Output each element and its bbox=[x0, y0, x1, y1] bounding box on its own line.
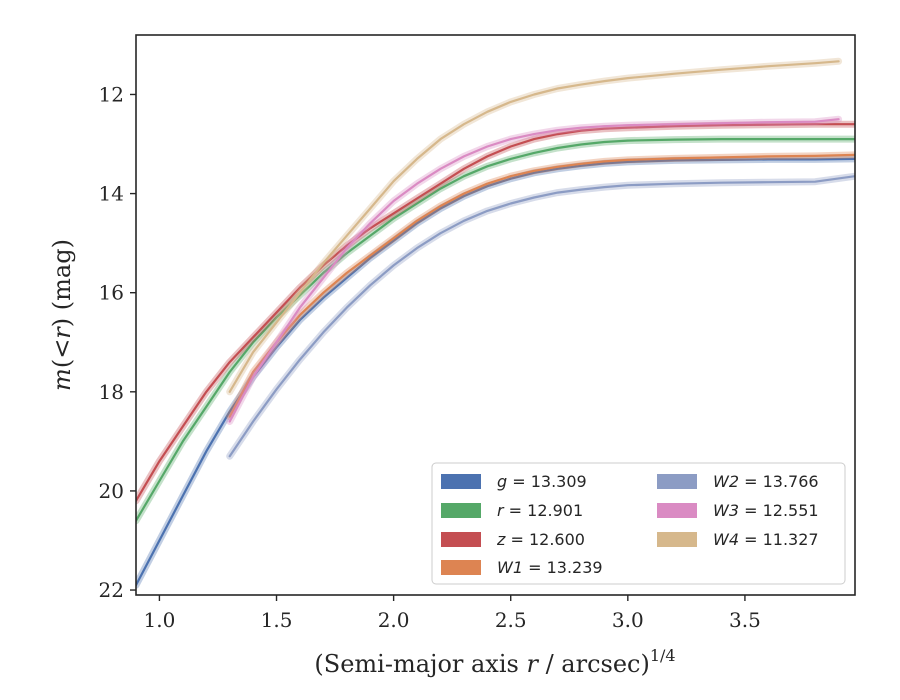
x-tick-label: 3.5 bbox=[729, 608, 761, 632]
legend-label-z: z = 12.600 bbox=[496, 530, 585, 549]
legend-swatch-g bbox=[441, 474, 481, 489]
y-tick-label: 22 bbox=[99, 578, 124, 602]
legend: g = 13.309 r = 12.901 z = 12.600 W1 = 13.23… bbox=[431, 462, 846, 585]
plot-frame bbox=[135, 34, 856, 596]
legend-swatch-W4 bbox=[657, 532, 697, 547]
legend-swatch-W1 bbox=[441, 560, 481, 575]
x-axis-title-prefix: (Semi-major axis bbox=[314, 650, 526, 678]
x-tick-label: 2.5 bbox=[495, 608, 527, 632]
legend-swatch-r bbox=[441, 503, 481, 518]
series-line-W3 bbox=[228, 118, 840, 423]
legend-label-W2: W2 = 13.766 bbox=[713, 472, 819, 491]
series-line-W2 bbox=[228, 175, 855, 458]
series-line-z bbox=[136, 123, 855, 502]
x-axis-title: (Semi-major axis r / arcsec)1/4 bbox=[314, 646, 675, 678]
legend-label-W3: W3 = 12.551 bbox=[713, 501, 819, 520]
legend-label-W4: W4 = 11.327 bbox=[713, 530, 819, 549]
series-line-W1 bbox=[228, 153, 855, 418]
y-tick-label: 12 bbox=[99, 82, 124, 106]
legend-swatch-z bbox=[441, 532, 481, 547]
x-tick-label: 2.0 bbox=[378, 608, 410, 632]
legend-swatch-W3 bbox=[657, 503, 697, 518]
y-axis-title-operator: (< bbox=[48, 339, 76, 368]
y-axis-title: m(<r) (mag) bbox=[48, 239, 76, 391]
legend-label-W1: W1 = 13.239 bbox=[497, 558, 603, 577]
x-axis: 1.0 1.5 2.0 2.5 3.0 3.5 bbox=[144, 595, 761, 632]
y-tick-label: 14 bbox=[99, 182, 124, 206]
x-tick-label: 1.0 bbox=[144, 608, 176, 632]
y-axis-title-radius: r bbox=[48, 326, 76, 339]
series-layer bbox=[136, 57, 855, 589]
x-tick-label: 3.0 bbox=[612, 608, 644, 632]
series-line-r bbox=[136, 138, 855, 522]
y-tick-label: 18 bbox=[99, 380, 124, 404]
y-tick-label: 20 bbox=[99, 479, 124, 503]
x-tick-label: 1.5 bbox=[261, 608, 293, 632]
legend-swatch-W2 bbox=[657, 474, 697, 489]
y-axis: 12 14 16 18 20 22 bbox=[99, 82, 136, 602]
legend-label-r: r = 12.901 bbox=[497, 501, 583, 520]
series-line-W4 bbox=[228, 60, 840, 393]
y-tick-label: 16 bbox=[99, 281, 124, 305]
x-axis-title-suffix: / arcsec) bbox=[538, 650, 650, 678]
x-axis-title-exponent: 1/4 bbox=[650, 646, 676, 665]
x-axis-title-variable: r bbox=[526, 650, 539, 678]
y-axis-title-variable: m bbox=[48, 368, 76, 391]
y-axis-title-suffix: ) (mag) bbox=[48, 239, 76, 327]
legend-frame bbox=[431, 462, 846, 585]
legend-label-g: g = 13.309 bbox=[497, 472, 587, 491]
